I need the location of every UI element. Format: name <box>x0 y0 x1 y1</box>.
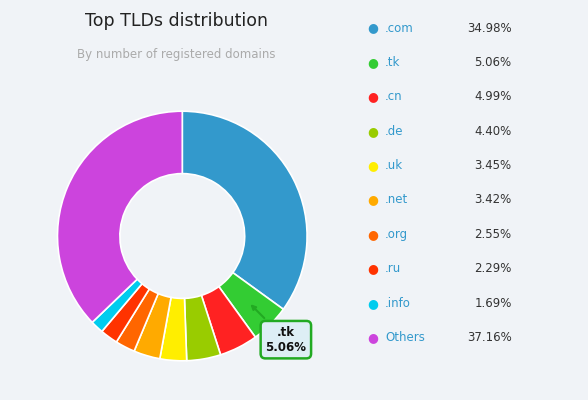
Text: 37.16%: 37.16% <box>467 331 512 344</box>
Text: .tk
5.06%: .tk 5.06% <box>252 306 306 354</box>
Text: Others: Others <box>385 331 425 344</box>
Text: ●: ● <box>368 56 378 69</box>
Text: ●: ● <box>368 22 378 34</box>
Text: ●: ● <box>368 228 378 241</box>
Text: 3.45%: 3.45% <box>475 159 512 172</box>
Wedge shape <box>102 284 149 342</box>
Text: ●: ● <box>368 331 378 344</box>
Text: .cn: .cn <box>385 90 403 103</box>
Text: .ru: .ru <box>385 262 402 275</box>
Text: By number of registered domains: By number of registered domains <box>77 48 276 61</box>
Text: .org: .org <box>385 228 408 241</box>
Wedge shape <box>219 273 283 337</box>
Text: 2.55%: 2.55% <box>475 228 512 241</box>
Wedge shape <box>92 279 142 332</box>
Text: .info: .info <box>385 297 411 310</box>
Text: 1.69%: 1.69% <box>474 297 512 310</box>
Wedge shape <box>58 111 182 322</box>
Text: Top TLDs distribution: Top TLDs distribution <box>85 12 268 30</box>
Text: 34.98%: 34.98% <box>467 22 512 34</box>
Text: 3.42%: 3.42% <box>475 194 512 206</box>
Text: ●: ● <box>368 90 378 103</box>
Text: .net: .net <box>385 194 409 206</box>
Wedge shape <box>202 286 255 355</box>
Text: ●: ● <box>368 125 378 138</box>
Text: 4.99%: 4.99% <box>474 90 512 103</box>
Text: 2.29%: 2.29% <box>474 262 512 275</box>
Wedge shape <box>134 294 171 359</box>
Text: .de: .de <box>385 125 403 138</box>
Text: ●: ● <box>368 159 378 172</box>
Text: ●: ● <box>368 262 378 275</box>
Text: ●: ● <box>368 297 378 310</box>
Text: 4.40%: 4.40% <box>475 125 512 138</box>
Text: .uk: .uk <box>385 159 403 172</box>
Text: .com: .com <box>385 22 414 34</box>
Wedge shape <box>185 295 220 361</box>
Text: 5.06%: 5.06% <box>475 56 512 69</box>
Wedge shape <box>182 111 307 309</box>
Text: .tk: .tk <box>385 56 400 69</box>
Text: ●: ● <box>368 194 378 206</box>
Wedge shape <box>116 289 158 351</box>
Wedge shape <box>160 297 187 361</box>
